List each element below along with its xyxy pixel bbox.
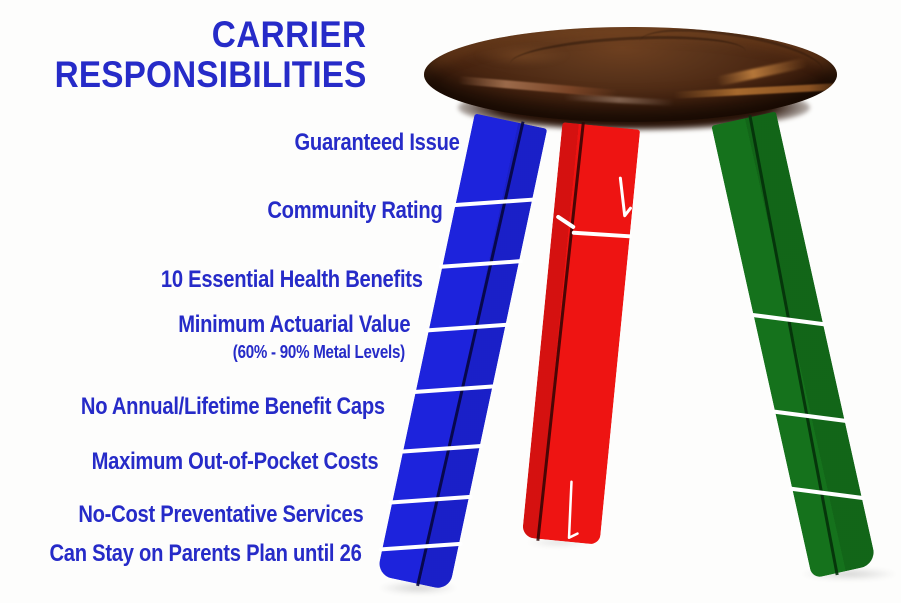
title-line-2: RESPONSIBILITIES: [55, 54, 367, 95]
leg-segment-line: [789, 486, 865, 500]
wood-highlight: [474, 43, 570, 67]
leg-segment-line: [399, 443, 484, 454]
wood-streak: [715, 57, 809, 87]
label-metal-levels: (60% - 90% Metal Levels): [232, 342, 405, 362]
label-community-rating: Community Rating: [267, 197, 443, 224]
leg-segment-line: [388, 494, 473, 505]
wood-ring: [635, 27, 827, 95]
label-out-of-pocket: Maximum Out-of-Pocket Costs: [91, 448, 378, 475]
stool-seat: [424, 27, 837, 122]
label-essential-benefits: 10 Essential Health Benefits: [161, 266, 423, 293]
leg-corner-edge-line: [748, 115, 839, 576]
wood-streak: [457, 76, 619, 98]
leg-segment-line: [438, 259, 523, 269]
label-guaranteed-issue: Guaranteed Issue: [294, 129, 460, 156]
leg-segment-line: [412, 384, 497, 394]
leg-segment-line: [378, 541, 463, 552]
label-preventative-services: No-Cost Preventative Services: [77, 501, 363, 528]
leg-segment-line: [425, 322, 510, 332]
wood-streak: [563, 94, 675, 106]
paint-scuff-marks: [567, 176, 632, 540]
wood-ring: [509, 30, 747, 85]
floor-shadow-red-leg: [526, 537, 592, 548]
leg-segment-line: [451, 197, 536, 207]
leg-segment-line: [771, 409, 848, 423]
wood-streak: [673, 82, 837, 99]
label-parents-plan: Can Stay on Parents Plan until 26: [49, 540, 362, 567]
label-benefit-caps: No Annual/Lifetime Benefit Caps: [81, 393, 385, 420]
title-line-1: CARRIER: [212, 14, 367, 55]
leg-corner-edge-line: [416, 121, 525, 587]
stool-leg-red: [521, 122, 641, 545]
page-title: CARRIER RESPONSIBILITIES: [55, 14, 367, 94]
stool-leg-green: [711, 111, 877, 579]
label-actuarial-value: Minimum Actuarial Value: [177, 311, 410, 338]
